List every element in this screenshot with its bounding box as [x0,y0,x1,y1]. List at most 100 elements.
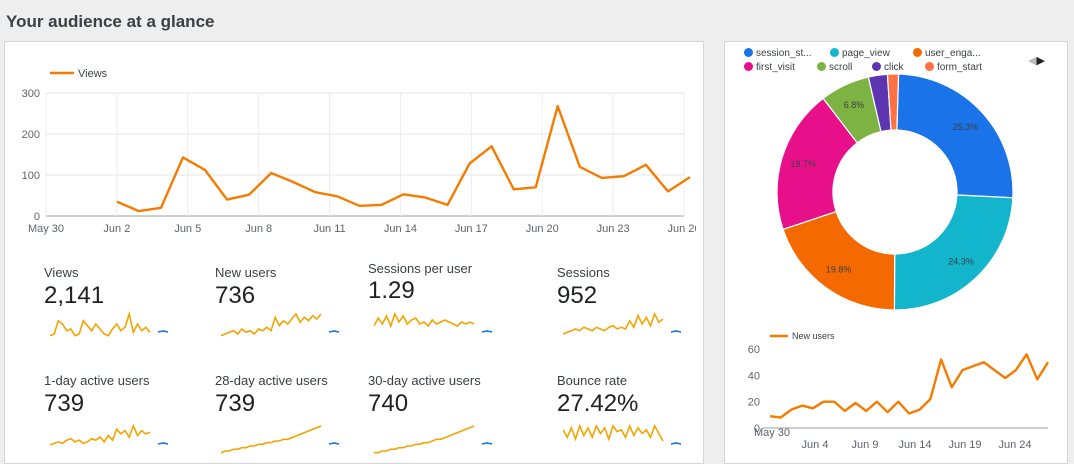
y-tick-label: 0 [34,211,40,223]
sparkline-line [221,312,322,337]
metric-sparkline [221,312,340,337]
x-tick-label: Jun 2 [103,223,130,235]
metric-value: 736 [215,282,256,309]
y-tick-label: 300 [22,88,40,100]
x-tick-label: May 30 [754,427,790,439]
legend-item[interactable]: user_enga... [913,48,981,59]
x-tick-label: Jun 20 [526,223,559,235]
legend-item[interactable]: scroll [817,62,852,73]
sparkline-line [50,423,151,446]
y-tick-label: 40 [748,370,760,382]
y-tick-label: 0 [754,423,760,435]
comparison-line [328,330,340,333]
metric-sparkline [374,425,493,454]
x-tick-label: Jun 5 [174,223,201,235]
sparkline-line [374,311,475,329]
slice-label: 19.8% [826,265,852,275]
x-tick-label: Jun 17 [455,223,488,235]
metric-value: 27.42% [557,390,639,417]
x-tick-label: Jun 14 [898,439,931,451]
legend-label: click [884,62,904,73]
legend-swatch [744,62,753,71]
x-tick-label: Jun 26 [667,223,696,235]
sparkline-line [221,425,322,454]
legend-swatch [817,62,826,71]
comparison-line [328,442,340,445]
donut-slice [893,194,1014,311]
legend-label: scroll [829,62,853,73]
new-users-series-line [769,353,1050,419]
y-tick-label: 20 [748,397,760,409]
x-tick-label: Jun 11 [313,223,345,235]
legend-item[interactable]: first_visit [744,62,795,73]
metric-label: 28-day active users [215,373,328,388]
next-page-icon[interactable]: ▶ [1036,55,1045,67]
slice-label: 19.7% [790,159,816,169]
slice-label: 6.8% [844,100,865,110]
x-tick-label: Jun 8 [245,223,272,235]
metric-value: 739 [44,390,85,417]
metric-sparkline [221,425,340,454]
legend-pager[interactable]: ◀▶ [1028,54,1045,67]
sparkline-line [374,425,475,454]
sparkline-line [563,311,664,335]
slice-label: 25.3% [953,122,979,132]
legend-swatch [830,48,839,57]
donut-slice [896,73,1014,199]
metric-label: Sessions [557,265,610,280]
legend-label: Views [78,68,108,80]
metric-sparkline [50,310,169,337]
overview-panel [4,41,704,464]
metric-label: 30-day active users [368,373,481,388]
x-tick-label: Jun 24 [998,439,1031,451]
comparison-line [481,442,493,445]
donut-slice [776,97,859,231]
x-tick-label: Jun 19 [948,439,981,451]
metric-value: 1.29 [368,277,415,304]
metric-label: 1-day active users [44,373,150,388]
legend-swatch [872,62,881,71]
donut-slice [886,73,900,131]
views-series-line [116,104,691,213]
metric-value: 2,141 [44,282,105,309]
comparison-line [670,330,682,333]
metric-label: Bounce rate [557,373,628,388]
x-tick-label: May 30 [28,223,64,235]
comparison-line [157,330,169,333]
event-count-donut-chart[interactable]: 25.3% 24.3% 19.8% 19.7% 6.8% [770,70,1020,320]
metric-label: Sessions per user [368,261,473,276]
x-tick-label: Jun 4 [802,439,829,451]
x-tick-label: Jun 14 [384,223,417,235]
comparison-line [157,442,169,445]
legend-item[interactable]: click [872,62,903,73]
metric-sparkline [50,423,169,446]
metric-sparkline [563,311,682,335]
comparison-line [481,330,493,333]
legend-item[interactable]: page_view [830,48,890,59]
page-title: Your audience at a glance [6,12,215,31]
legend-swatch [913,48,922,57]
legend-label: user_enga... [925,48,981,59]
new-users-card [726,322,1066,462]
legend-item[interactable]: session_st... [744,48,812,59]
slice-label: 24.3% [948,257,974,267]
metric-sparkline [374,311,493,333]
y-tick-label: 200 [22,129,40,141]
legend-swatch [744,48,753,57]
legend-label: first_visit [756,62,795,73]
metric-label: Views [44,265,79,280]
metric-label: New users [215,265,277,280]
metric-sparkline [563,423,682,445]
legend-label: form_start [937,62,983,73]
comparison-line [670,442,682,445]
metric-value: 952 [557,282,598,309]
legend-item[interactable]: form_start [925,62,982,73]
prev-page-icon[interactable]: ◀ [1028,55,1037,67]
x-tick-label: Jun 23 [597,223,630,235]
y-tick-label: 100 [22,170,40,182]
legend-label: New users [792,331,835,341]
metric-value: 740 [368,390,409,417]
legend-label: page_view [842,48,890,59]
